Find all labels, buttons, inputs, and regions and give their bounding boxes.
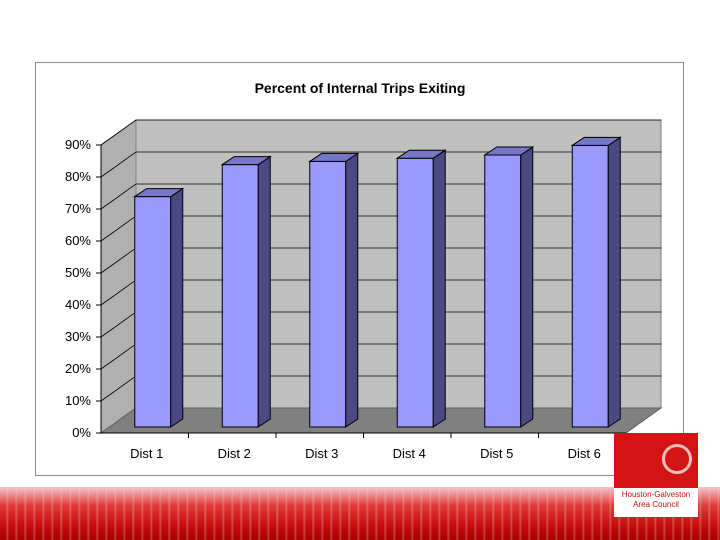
y-tick-label: 70% bbox=[65, 201, 91, 216]
y-tick-label: 40% bbox=[65, 297, 91, 312]
logo-ring-icon bbox=[662, 444, 692, 474]
bar-side bbox=[607, 136, 621, 428]
y-tick-label: 50% bbox=[65, 265, 91, 280]
chart-frame: Percent of Internal Trips Exiting 0% 10% 2… bbox=[35, 62, 684, 476]
bar bbox=[309, 160, 347, 428]
y-tick-label: 20% bbox=[65, 361, 91, 376]
bar bbox=[221, 164, 259, 428]
x-tick-label: Dist 1 bbox=[130, 446, 163, 461]
x-tick-label: Dist 4 bbox=[393, 446, 426, 461]
y-tick-label: 10% bbox=[65, 393, 91, 408]
y-tick-label: 30% bbox=[65, 329, 91, 344]
bar bbox=[571, 144, 609, 428]
bar-side bbox=[257, 155, 271, 428]
footer-decorative-band bbox=[0, 487, 720, 540]
x-tick-label: Dist 3 bbox=[305, 446, 338, 461]
bar-side bbox=[432, 149, 446, 428]
y-tick-label: 0% bbox=[72, 425, 91, 440]
bar-top bbox=[395, 149, 447, 159]
side-wall bbox=[100, 119, 137, 434]
bar bbox=[484, 154, 522, 428]
bar-side bbox=[170, 187, 184, 428]
gridline bbox=[100, 119, 661, 146]
logo-line-2: Area Council bbox=[633, 500, 679, 509]
chart-title: Percent of Internal Trips Exiting bbox=[255, 80, 466, 96]
bar-top bbox=[220, 156, 272, 166]
x-tick-label: Dist 2 bbox=[218, 446, 251, 461]
logo-text: Houston-Galveston Area Council bbox=[614, 490, 698, 510]
bar-top bbox=[570, 136, 622, 146]
bar bbox=[396, 157, 434, 428]
y-tick-label: 60% bbox=[65, 233, 91, 248]
chart-svg: Percent of Internal Trips Exiting 0% 10% 2… bbox=[65, 80, 663, 461]
bar-top bbox=[133, 188, 185, 198]
bar bbox=[134, 196, 172, 428]
plot-area: 0% 10% 20% 30% 40% 50% 60% 70% 80% 90% Dist 1 Dist … bbox=[65, 119, 663, 461]
x-tick-label: Dist 5 bbox=[480, 446, 513, 461]
y-tick-label: 80% bbox=[65, 169, 91, 184]
bar-side bbox=[345, 152, 359, 428]
bar-top bbox=[483, 146, 535, 156]
x-tick-label: Dist 6 bbox=[568, 446, 601, 461]
bar-side bbox=[520, 146, 534, 428]
y-tick-label: 90% bbox=[65, 137, 91, 152]
logo-line-1: Houston-Galveston bbox=[621, 490, 691, 499]
gridline bbox=[100, 151, 661, 178]
bar-top bbox=[308, 152, 360, 162]
